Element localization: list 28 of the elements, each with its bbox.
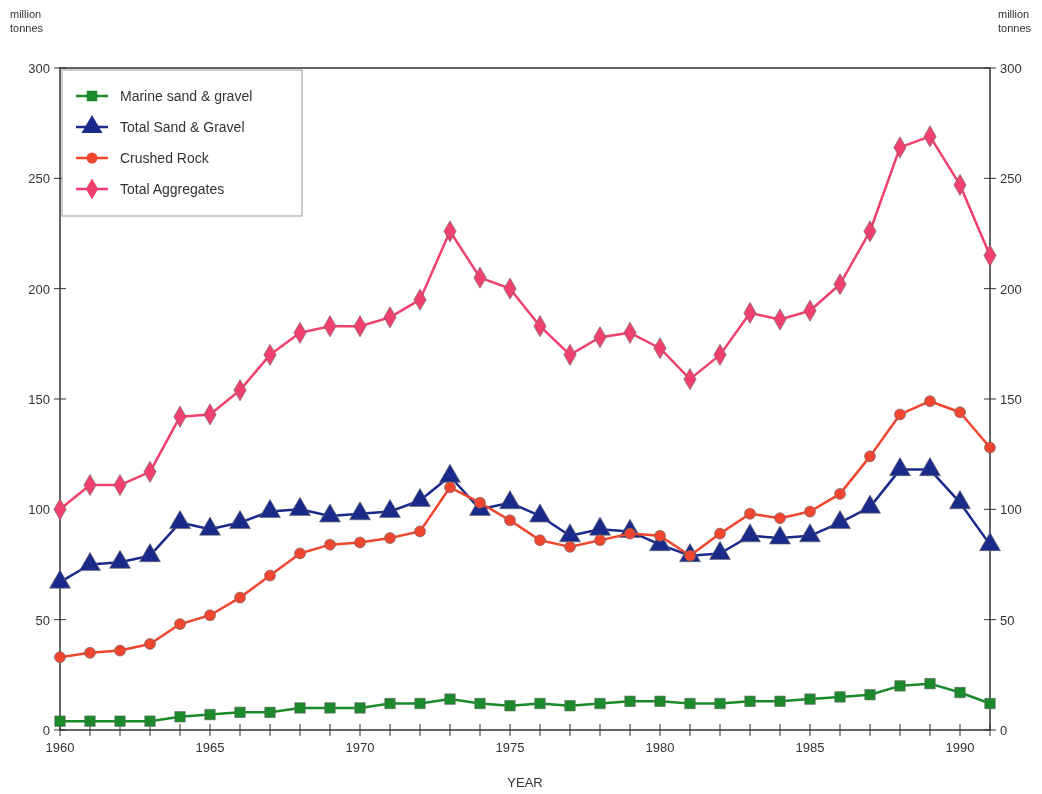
y-tick-label: 200 — [28, 281, 50, 297]
legend-label: Crushed Rock — [120, 150, 210, 166]
legend-label: Total Aggregates — [120, 181, 225, 197]
y2-tick-label: 50 — [1000, 612, 1015, 628]
y-axis-title: million tonnes — [10, 8, 44, 34]
y-tick-label: 0 — [42, 723, 50, 738]
x-tick-label: 1970 — [345, 740, 375, 755]
x-tick-label: 1965 — [195, 740, 225, 755]
x-tick-label: 1985 — [795, 740, 825, 755]
y-tick-label: 100 — [28, 502, 50, 518]
x-tick-label: 1980 — [645, 740, 675, 755]
y2-tick-label: 100 — [1000, 502, 1022, 518]
y2-tick-label: 200 — [1000, 281, 1022, 297]
y2-axis-title: million tonnes — [998, 8, 1032, 34]
y-tick-label: 250 — [28, 171, 50, 187]
x-tick-label: 1975 — [495, 740, 525, 755]
y2-tick-label: 0 — [1000, 723, 1008, 738]
y2-tick-label: 300 — [1000, 61, 1022, 76]
x-tick-label: 1990 — [945, 740, 975, 755]
x-tick-label: 1960 — [45, 740, 75, 755]
y-tick-label: 300 — [28, 61, 50, 76]
y2-tick-label: 250 — [1000, 171, 1022, 187]
y2-tick-label: 150 — [1000, 392, 1022, 407]
y-tick-label: 150 — [28, 392, 50, 407]
legend-label: Marine sand & gravel — [120, 88, 253, 104]
x-axis-title: YEAR — [507, 775, 543, 790]
legend-label: Total Sand & Gravel — [120, 119, 245, 135]
y-tick-label: 50 — [35, 612, 50, 628]
